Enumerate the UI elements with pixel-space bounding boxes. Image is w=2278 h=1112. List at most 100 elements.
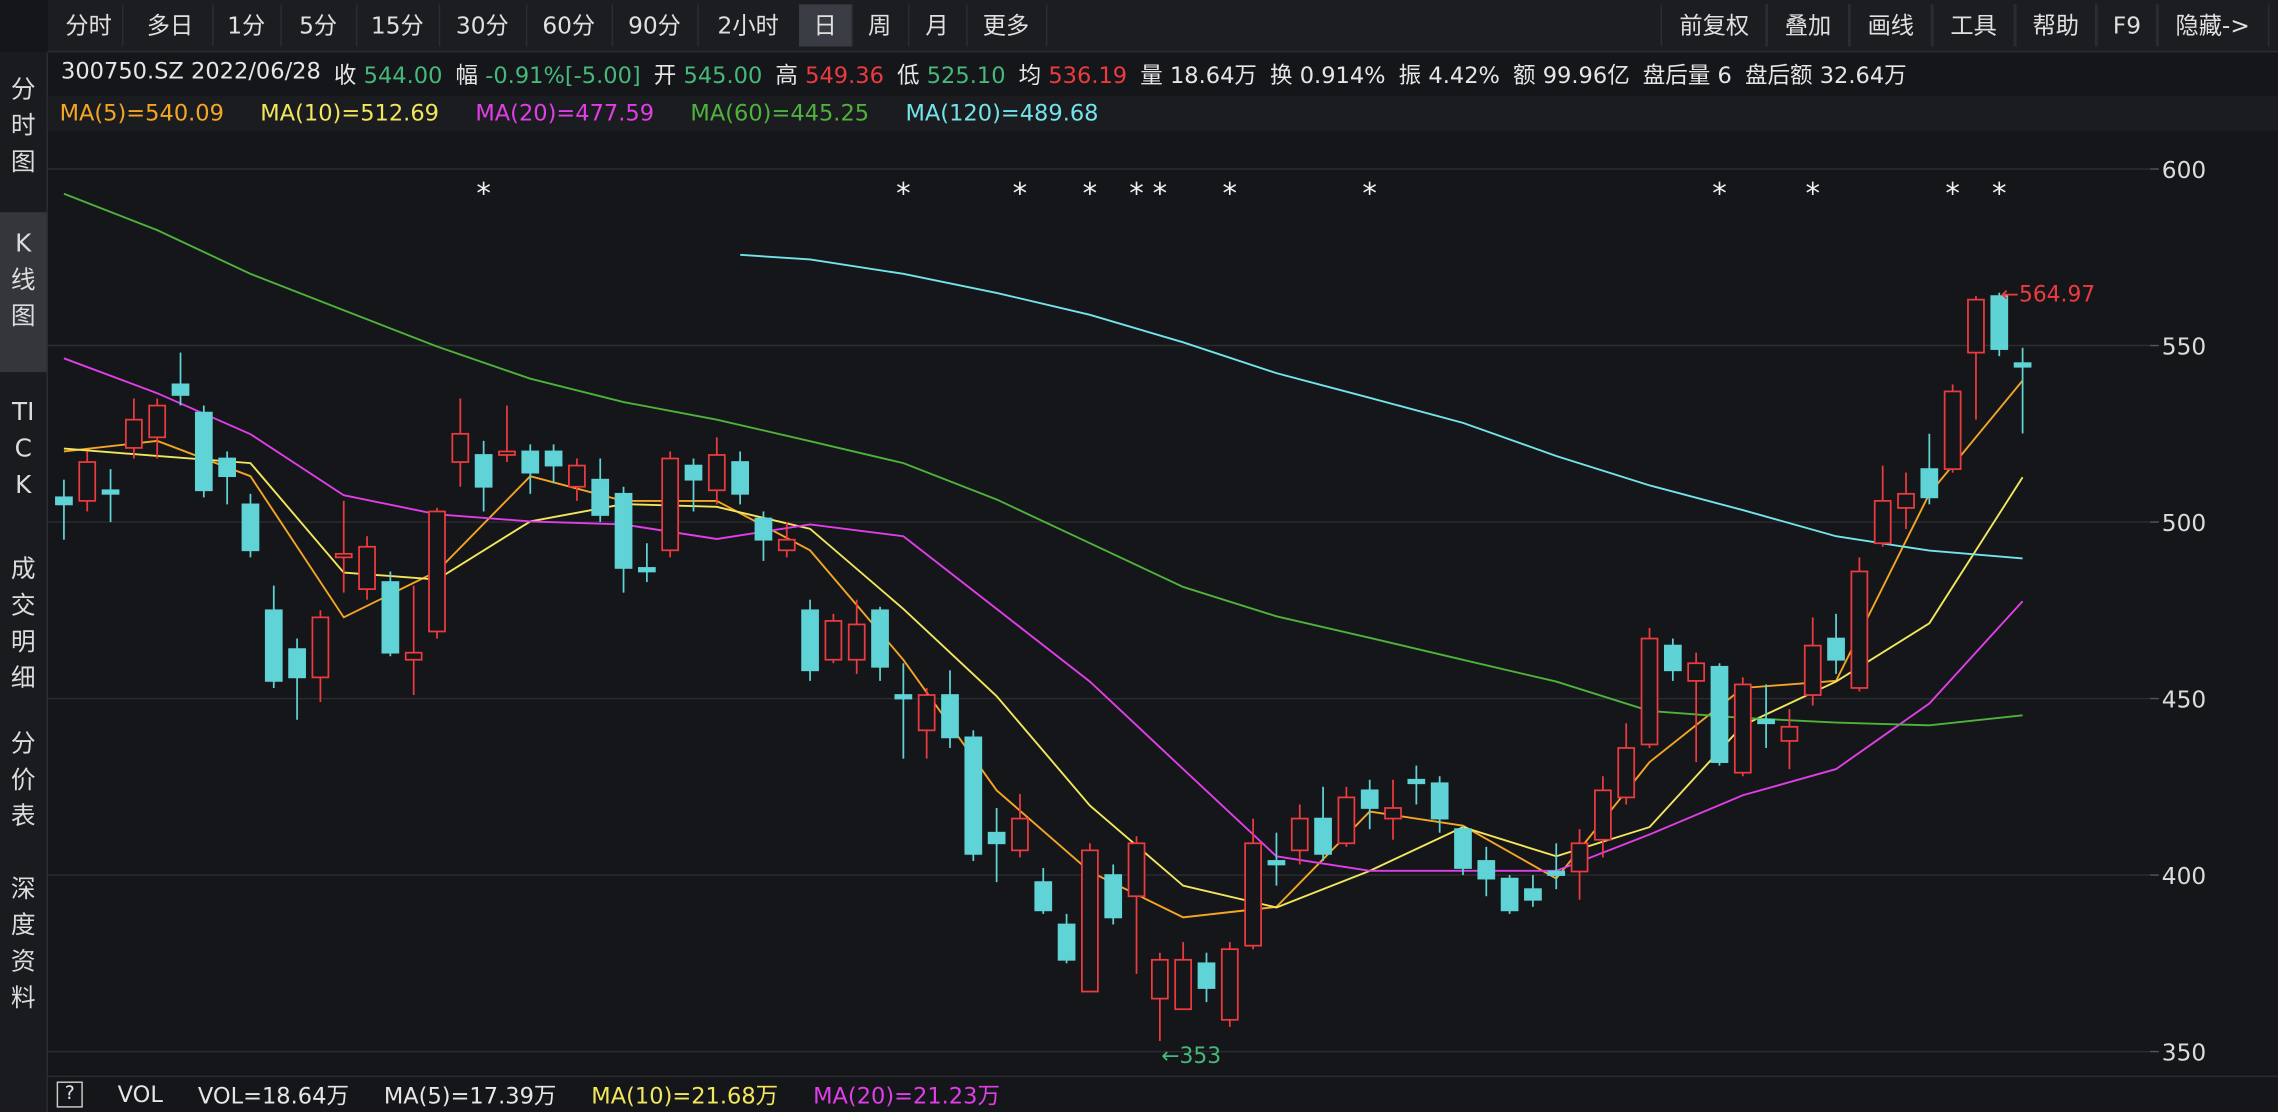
toolbar-button[interactable]: 5分 xyxy=(280,4,358,47)
quote-field: 高 549.36 xyxy=(775,58,884,90)
legend-entry: MA(10)=512.69 xyxy=(260,100,440,127)
star-marker: * xyxy=(1083,176,1098,210)
price-annotation: ←353 xyxy=(1161,1044,1221,1069)
quote-value: 4.42% xyxy=(1428,62,1500,89)
candle-body xyxy=(777,538,796,552)
side-tab-label: 深度资料 xyxy=(10,875,36,1014)
candle-body xyxy=(824,620,843,661)
toolbar-button[interactable]: 工具 xyxy=(1930,4,2017,47)
quote-field: 均 536.19 xyxy=(1019,58,1128,90)
help-icon[interactable]: ? xyxy=(56,1081,83,1108)
candle-body xyxy=(311,616,330,679)
toolbar-button[interactable]: 月 xyxy=(908,4,968,47)
star-marker: * xyxy=(896,176,911,210)
star-marker: * xyxy=(1805,176,1820,210)
candle-body xyxy=(1733,683,1752,774)
candle-body xyxy=(171,383,190,396)
toolbar-button[interactable]: 多日 xyxy=(128,4,214,47)
candle-body xyxy=(1803,644,1822,696)
candle-body xyxy=(1081,849,1099,993)
candle-body xyxy=(1687,662,1706,682)
candle-body xyxy=(707,454,726,492)
toolbar-button[interactable]: 帮助 xyxy=(2013,4,2098,47)
candle-body xyxy=(1290,817,1309,852)
quote-field: 盘后额 32.64万 xyxy=(1745,58,1907,90)
toolbar-button[interactable]: 15分 xyxy=(356,4,441,47)
candle-body xyxy=(1524,888,1542,901)
quote-label: 振 xyxy=(1398,62,1422,89)
legend-entry: MA(20)=477.59 xyxy=(475,100,655,127)
toolbar-button[interactable]: 叠加 xyxy=(1765,4,1851,47)
candle-body xyxy=(1897,492,1915,509)
toolbar-button[interactable]: 分时 xyxy=(55,4,124,47)
side-tab-label: 分时图 xyxy=(10,75,36,178)
candle-body xyxy=(1477,860,1496,880)
side-tab[interactable]: 分价表 xyxy=(0,712,46,843)
candle-body xyxy=(358,545,376,590)
candle-body xyxy=(1617,747,1636,799)
side-tab[interactable]: K线图 xyxy=(0,212,47,373)
candle-body xyxy=(334,552,353,559)
candle-body xyxy=(1500,877,1519,912)
candle-body xyxy=(1757,718,1775,725)
vol-field: MA(5)=17.39万 xyxy=(383,1082,557,1110)
quote-value: 0.914% xyxy=(1299,62,1386,89)
candle-body xyxy=(941,694,959,739)
candle-body xyxy=(1407,778,1426,785)
candle-body xyxy=(288,648,306,679)
toolbar-button[interactable]: 隐藏-> xyxy=(2155,4,2270,47)
side-tab[interactable]: TICK xyxy=(0,381,46,526)
side-tab-label: 成交明细 xyxy=(10,555,36,694)
quote-field: 额 99.96亿 xyxy=(1513,58,1630,90)
candle-body xyxy=(1454,828,1472,869)
star-marker: * xyxy=(1223,176,1238,210)
candle-body xyxy=(78,461,97,502)
toolbar-button[interactable]: 2小时 xyxy=(697,4,801,47)
candle-body xyxy=(474,454,493,488)
candle-body xyxy=(451,432,470,463)
side-tab[interactable]: 成交明细 xyxy=(0,538,46,698)
candle-body xyxy=(731,461,749,495)
quote-value: 32.64万 xyxy=(1819,62,1907,89)
ma-line xyxy=(740,253,2023,560)
y-tick-label: 600 xyxy=(2162,157,2206,184)
candle-body xyxy=(1150,958,1169,1000)
side-tab[interactable]: 分时图 xyxy=(0,58,46,203)
quote-field: 盘后量 6 xyxy=(1643,58,1732,90)
quote-value: -0.91%[-5.00] xyxy=(485,62,641,89)
toolbar-button[interactable]: F9 xyxy=(2094,4,2159,47)
quote-value: 99.96亿 xyxy=(1542,62,1630,89)
quote-value: 525.10 xyxy=(926,62,1006,89)
toolbar-button[interactable]: 60分 xyxy=(526,4,614,47)
candle-body xyxy=(638,567,656,573)
star-marker: * xyxy=(1013,176,1028,210)
toolbar-button[interactable]: 更多 xyxy=(966,4,1048,47)
candle-body xyxy=(1873,499,1892,545)
volume-legend: ? VOL VOL=18.64万 MA(5)=17.39万 MA(10)=21.68… xyxy=(47,1075,2278,1112)
side-tab[interactable]: 深度资料 xyxy=(0,858,46,1018)
candle-body xyxy=(1104,874,1123,919)
candle-body xyxy=(1197,962,1216,989)
quote-value: 6 xyxy=(1717,62,1732,89)
ma-legend: MA(5)=540.09 MA(10)=512.69 MA(20)=477.59 MA… xyxy=(47,95,2278,131)
candle-body xyxy=(754,517,773,541)
toolbar-button[interactable]: 日 xyxy=(799,4,853,47)
star-marker: * xyxy=(476,176,491,210)
toolbar-button[interactable]: 90分 xyxy=(612,4,699,47)
star-marker: * xyxy=(1945,176,1960,210)
quote-line: 300750.SZ 2022/06/28 收 544.00 幅 -0.91%[-5.… xyxy=(61,58,1907,90)
toolbar-button[interactable]: 1分 xyxy=(212,4,282,47)
star-marker: * xyxy=(1992,176,2007,210)
price-annotation: ←564.97 xyxy=(2001,282,2095,307)
quote-label: 幅 xyxy=(455,62,479,89)
quote-field: 振 4.42% xyxy=(1399,58,1500,90)
candle-body xyxy=(521,450,540,474)
toolbar-button[interactable]: 前复权 xyxy=(1660,4,1769,47)
toolbar-button[interactable]: 周 xyxy=(851,4,910,47)
quote-value: 18.64万 xyxy=(1169,62,1257,89)
candle-body xyxy=(1850,570,1869,689)
candle-body xyxy=(264,609,283,682)
toolbar-button[interactable]: 画线 xyxy=(1847,4,1934,47)
toolbar-button[interactable]: 30分 xyxy=(439,4,528,47)
